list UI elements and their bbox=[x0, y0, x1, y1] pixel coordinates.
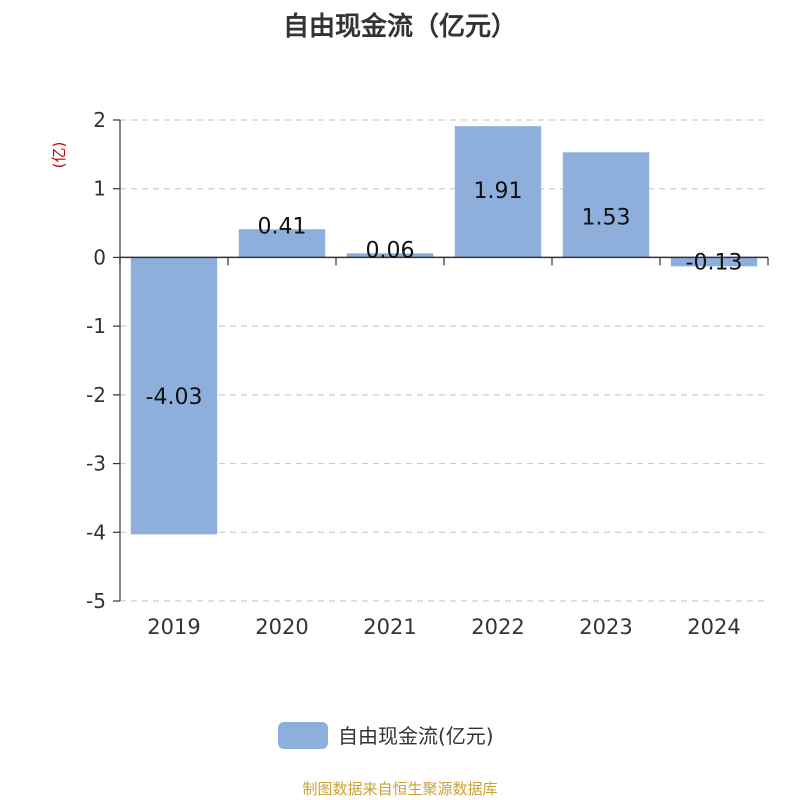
data-label: -0.13 bbox=[686, 250, 743, 275]
x-tick-label: 2021 bbox=[363, 615, 416, 639]
data-label: -4.03 bbox=[146, 385, 203, 410]
x-tick-label: 2022 bbox=[471, 615, 524, 639]
y-tick-label: -4 bbox=[86, 520, 106, 544]
data-label: 1.53 bbox=[582, 205, 631, 230]
legend-swatch bbox=[278, 722, 328, 749]
y-axis-label: (亿) bbox=[50, 142, 68, 169]
y-tick-label: -3 bbox=[86, 452, 106, 476]
data-label: 1.91 bbox=[474, 179, 523, 204]
data-label: 0.06 bbox=[366, 238, 415, 263]
data-labels: -4.03 0.41 0.06 1.91 1.53 -0.13 bbox=[146, 179, 743, 410]
y-tick-label: -2 bbox=[86, 383, 106, 407]
y-tick-label: -5 bbox=[86, 589, 106, 613]
x-tick-label: 2020 bbox=[255, 615, 308, 639]
y-tick-label: 0 bbox=[93, 245, 106, 269]
bar bbox=[346, 253, 434, 258]
gridlines bbox=[120, 119, 768, 602]
bars-group bbox=[130, 126, 758, 535]
axes: 2 1 0 -1 -2 -3 -4 -5 (亿) 2019 2020 2021 2022 2023 2024 bbox=[50, 108, 769, 639]
source-note: 制图数据来自恒生聚源数据库 bbox=[302, 780, 498, 798]
y-tick-label: 1 bbox=[93, 177, 106, 201]
bar bbox=[130, 257, 218, 535]
x-tick-label: 2019 bbox=[147, 615, 200, 639]
bar bbox=[670, 257, 758, 267]
x-tick-label: 2023 bbox=[579, 615, 632, 639]
chart-title: 自由现金流（亿元） bbox=[282, 12, 517, 42]
legend-label: 自由现金流(亿元) bbox=[338, 724, 494, 748]
bar bbox=[562, 152, 650, 258]
bar bbox=[238, 229, 326, 258]
y-tick-label: -1 bbox=[86, 314, 106, 338]
legend: 自由现金流(亿元) bbox=[278, 722, 494, 749]
x-tick-label: 2024 bbox=[687, 615, 740, 639]
bar bbox=[454, 126, 542, 258]
data-label: 0.41 bbox=[258, 214, 307, 239]
y-tick-label: 2 bbox=[93, 108, 106, 132]
